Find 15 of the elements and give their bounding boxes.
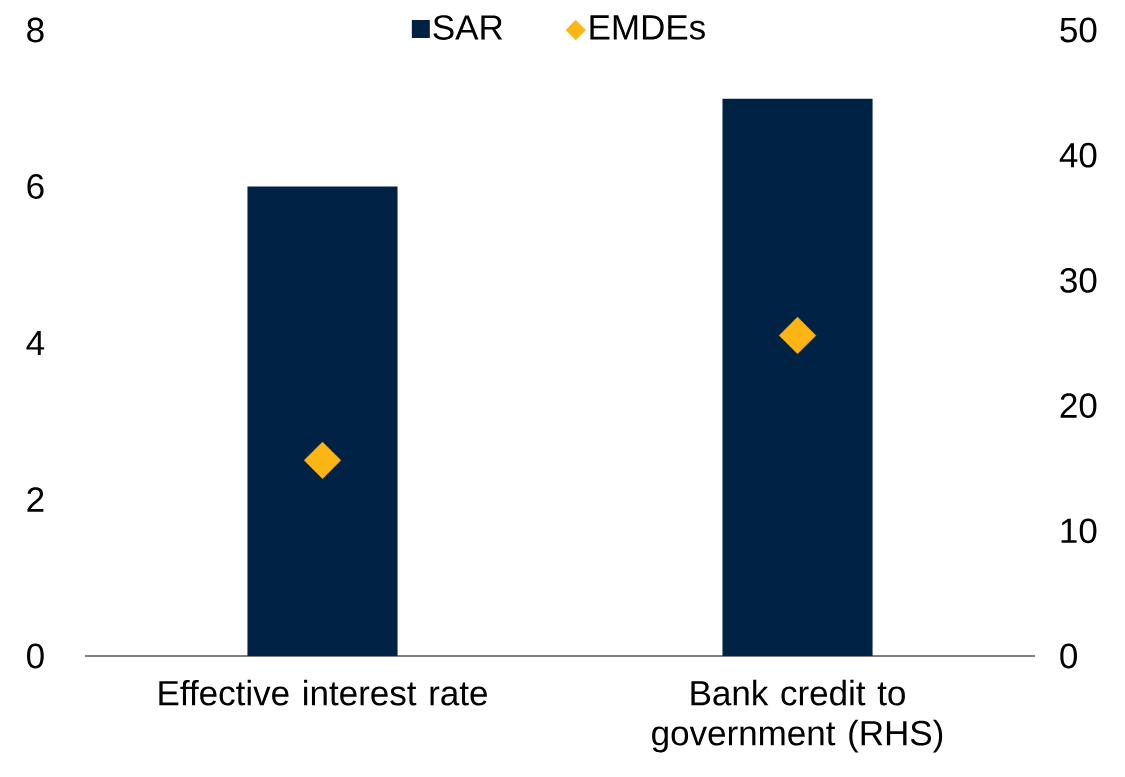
y2-tick-label: 20 [1060,393,1097,418]
y-tick-label: 2 [27,487,44,512]
y2-tick-label: 40 [1059,142,1097,168]
y-tick-label: 6 [27,174,44,199]
y-tick-label: 0 [27,643,44,669]
y-tick-label: 4 [26,330,45,356]
legend-label: EMDEs [590,15,705,40]
legend-label: SAR [433,15,503,40]
y2-tick-label: 30 [1060,268,1097,293]
x-tick-label: Bank credit to government (RHS) [652,679,943,753]
y2-tick-label: 10 [1061,518,1097,544]
y2-tick-label: 50 [1060,17,1097,43]
y2-tick-label: 0 [1060,643,1077,669]
y-tick-label: 8 [27,17,44,43]
x-tick-label: Effective interest rate [159,679,487,706]
